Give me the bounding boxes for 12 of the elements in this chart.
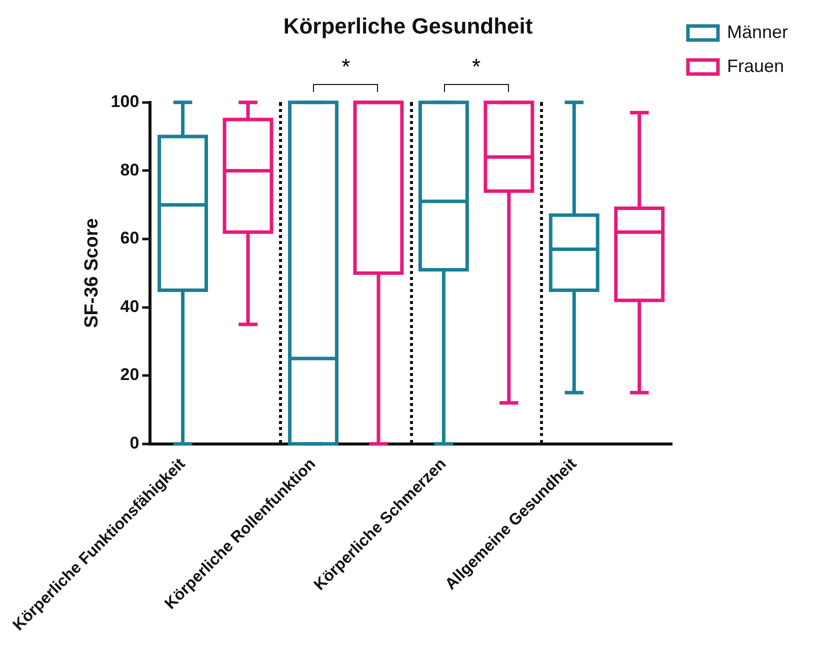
annotation: * [471, 54, 482, 80]
y-axis-title: SF-36 Score [82, 218, 103, 328]
y-tick-label: 0 [130, 434, 140, 453]
y-tick-label: 20 [120, 365, 140, 384]
y-tick-label: 40 [120, 296, 140, 316]
annotation: * [340, 54, 352, 80]
y-tick-label: 60 [120, 228, 140, 248]
legend-label: Männer [726, 22, 788, 42]
y-tick-label: 80 [120, 160, 140, 180]
chart-title: Körperliche Gesundheit [283, 13, 534, 38]
legend-label: Frauen [726, 56, 784, 76]
y-tick-label: 100 [110, 92, 140, 112]
